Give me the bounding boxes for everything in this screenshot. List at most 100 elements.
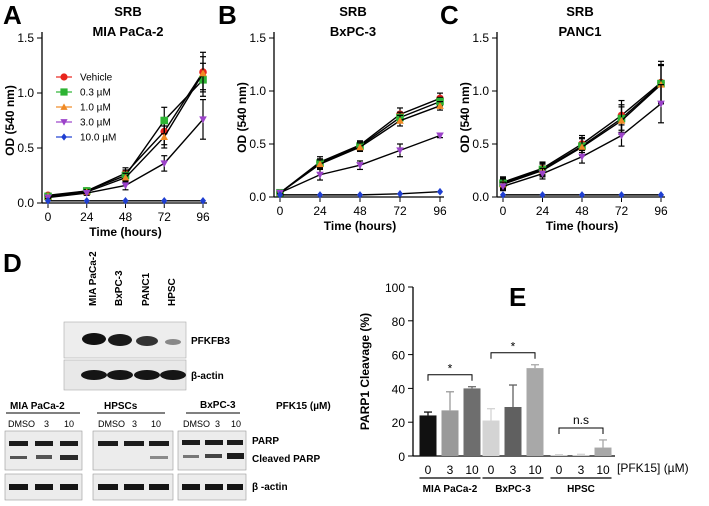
significance-bracket	[427, 374, 473, 381]
series-line	[502, 83, 662, 184]
series	[499, 84, 665, 192]
y-tick-label: 0.5	[17, 141, 34, 155]
blot-band	[183, 455, 199, 458]
x-tick-label: 24	[80, 210, 94, 224]
legend-marker	[60, 103, 68, 110]
y-tick-label: 60	[392, 349, 406, 363]
significance-label: *	[448, 362, 453, 376]
blot-band	[124, 484, 144, 490]
bar	[482, 420, 500, 456]
blot-top-lane-label: PANC1	[141, 272, 152, 306]
blot-band	[227, 484, 243, 490]
legend-label: Vehicle	[80, 73, 113, 84]
blot-dose-label: PFK15 (µM)	[276, 401, 331, 412]
blot-band	[136, 336, 158, 346]
x-tick-label: 72	[393, 204, 407, 218]
blot-lane-label: DMSO	[183, 419, 210, 429]
blot-band	[82, 333, 106, 345]
y-tick-label: 0.5	[249, 137, 266, 151]
dose-label: 3	[578, 463, 585, 477]
series	[44, 56, 207, 200]
blot-band	[60, 484, 78, 490]
bar	[594, 447, 612, 456]
blot-band	[205, 440, 223, 445]
blot-band	[160, 370, 186, 380]
blot-band	[35, 484, 53, 490]
bar	[419, 415, 437, 456]
data-point	[316, 171, 324, 179]
data-point	[396, 147, 404, 155]
y-tick-label: 100	[385, 281, 405, 295]
x-tick-label: 96	[196, 210, 210, 224]
blot-band	[205, 454, 222, 458]
blot-band	[9, 484, 28, 490]
legend-label: 10.0 µM	[80, 133, 116, 144]
panel-letter-b: B	[218, 0, 237, 30]
group-label: HPSC	[567, 484, 595, 495]
chart-b-growth-bxpc3: 0.0 0.5 1.0 1.5 0 24 48 72 96 Time (hours) OD (540…	[235, 4, 447, 233]
blot-lane-label: DMSO	[8, 419, 35, 429]
bar	[504, 406, 522, 456]
blot-band	[124, 441, 144, 446]
blot-lane-label: 10	[151, 419, 161, 429]
data-point	[316, 191, 324, 199]
dose-label: 3	[510, 463, 517, 477]
y-axis-label: PARP1 Cleavage (%)	[358, 313, 372, 430]
dose-label: 0	[488, 463, 495, 477]
y-tick-label: 0	[398, 450, 405, 464]
data-point	[538, 170, 547, 178]
blot-band	[134, 370, 160, 380]
series	[499, 191, 665, 199]
y-axis-label: OD (540 nm)	[3, 85, 17, 156]
significance-bracket	[558, 427, 604, 434]
blot-band	[60, 441, 78, 446]
blot-lane-label: DMSO	[98, 419, 125, 429]
data-point	[199, 69, 207, 77]
series	[276, 132, 444, 197]
significance-label: n.s	[573, 413, 589, 427]
series	[499, 63, 665, 190]
blot-band	[36, 455, 52, 459]
data-point	[436, 132, 444, 140]
data-point	[83, 197, 90, 205]
data-point	[617, 132, 626, 140]
x-tick-label: 72	[615, 204, 629, 218]
y-tick-label: 0.0	[249, 190, 266, 204]
y-tick-label: 0.5	[472, 137, 489, 151]
data-point	[122, 197, 129, 205]
data-point	[499, 183, 507, 191]
blot-row-label: PARP	[252, 436, 279, 447]
x-tick-label: 24	[313, 204, 327, 218]
chart-title: MIA PaCa-2	[92, 24, 163, 39]
blot-band	[98, 484, 118, 490]
x-tick-label: 24	[536, 204, 550, 218]
blot-row-label: Cleaved PARP	[252, 454, 321, 465]
panel-letter-c: C	[440, 0, 459, 30]
blot-band	[60, 455, 78, 460]
bar	[526, 368, 544, 456]
legend-label: 1.0 µM	[80, 103, 111, 114]
data-point	[578, 153, 586, 161]
dose-label: 10	[528, 463, 542, 477]
blot-lane-label: 3	[215, 419, 220, 429]
dose-label: 10	[465, 463, 479, 477]
blot-band	[9, 441, 28, 446]
data-point	[618, 191, 625, 199]
bar	[572, 455, 590, 456]
series	[276, 100, 444, 196]
significance-label: *	[511, 340, 516, 354]
series-line	[502, 81, 662, 183]
blot-top-lane-label: HPSC	[167, 278, 178, 306]
data-point	[396, 190, 404, 198]
data-point	[121, 182, 130, 190]
panel-d-western-blots: MIA PaCa-2 BxPC-3 PANC1 HPSC PFKFB3 β-ac…	[4, 251, 331, 501]
blot-band	[81, 370, 107, 380]
legend-label: 0.3 µM	[80, 88, 111, 99]
bar	[550, 455, 568, 456]
data-point	[657, 100, 665, 108]
dose-label: 0	[556, 463, 563, 477]
data-point	[578, 143, 586, 151]
blot-band	[182, 440, 200, 445]
y-tick-label: 1.5	[249, 31, 266, 45]
